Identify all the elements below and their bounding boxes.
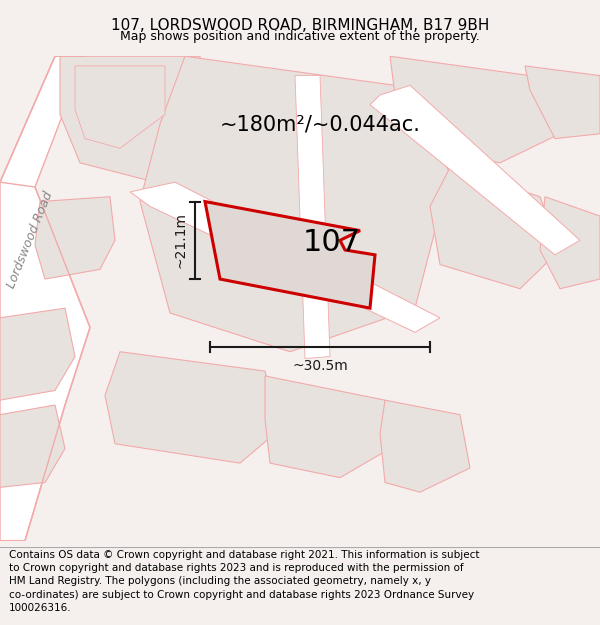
Polygon shape (265, 376, 390, 478)
Text: Map shows position and indicative extent of the property.: Map shows position and indicative extent… (120, 30, 480, 43)
Polygon shape (0, 308, 75, 400)
Polygon shape (0, 405, 65, 488)
Polygon shape (430, 168, 560, 289)
Text: 107, LORDSWOOD ROAD, BIRMINGHAM, B17 9BH: 107, LORDSWOOD ROAD, BIRMINGHAM, B17 9BH (111, 18, 489, 32)
Text: 107: 107 (302, 228, 361, 257)
Polygon shape (140, 56, 450, 352)
Polygon shape (75, 66, 165, 148)
Polygon shape (0, 56, 90, 541)
Polygon shape (35, 197, 115, 279)
Polygon shape (540, 197, 600, 289)
Polygon shape (205, 201, 375, 308)
Text: Lordswood Road: Lordswood Road (5, 190, 55, 291)
Polygon shape (380, 400, 470, 492)
Text: ~21.1m: ~21.1m (173, 213, 187, 268)
Polygon shape (525, 66, 600, 139)
Text: Contains OS data © Crown copyright and database right 2021. This information is : Contains OS data © Crown copyright and d… (9, 550, 479, 612)
Polygon shape (295, 76, 330, 359)
Polygon shape (390, 56, 560, 162)
Polygon shape (105, 352, 280, 463)
Text: ~180m²/~0.044ac.: ~180m²/~0.044ac. (220, 114, 421, 134)
Polygon shape (370, 85, 580, 255)
Polygon shape (130, 182, 440, 332)
Text: ~30.5m: ~30.5m (292, 359, 348, 372)
Polygon shape (60, 56, 200, 182)
